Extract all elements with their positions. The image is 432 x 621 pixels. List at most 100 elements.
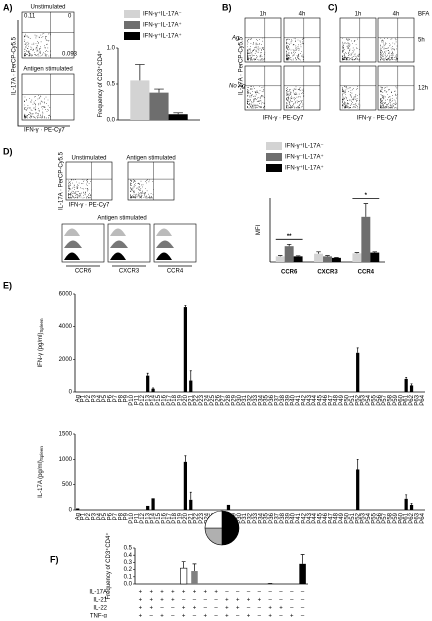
- label: 1h: [260, 12, 267, 18]
- bar: [183, 461, 187, 510]
- label: Ag: [231, 36, 240, 42]
- error-bar: [192, 563, 197, 572]
- label: 4000: [59, 324, 73, 330]
- label: –: [268, 590, 272, 596]
- label: P55: [371, 394, 377, 405]
- label: P11: [135, 394, 141, 405]
- label: P3: [91, 512, 97, 520]
- error-bar: [181, 561, 186, 569]
- label: P35: [264, 512, 270, 523]
- label: IL-22: [93, 606, 107, 612]
- label: CCR6: [75, 269, 92, 275]
- label: P7: [113, 394, 119, 402]
- label: 4h: [299, 12, 306, 18]
- label: P21: [188, 512, 194, 523]
- pie-slice: [204, 510, 223, 529]
- label: P34: [258, 512, 264, 523]
- label: +: [236, 606, 240, 612]
- label: +: [225, 598, 229, 604]
- label: –: [258, 606, 262, 612]
- label: +: [225, 606, 229, 612]
- label: F): [50, 554, 59, 564]
- label: P40: [291, 512, 297, 523]
- label: +: [171, 590, 175, 596]
- flow-plot: [127, 161, 175, 201]
- label: P19: [178, 512, 184, 523]
- label: P23: [199, 394, 205, 405]
- label: P49: [339, 512, 345, 523]
- label: –: [182, 598, 186, 604]
- label: P60: [398, 512, 404, 523]
- label: P38: [280, 394, 286, 405]
- label: +: [236, 598, 240, 604]
- histogram: [64, 240, 94, 248]
- flow-plot: [339, 17, 377, 63]
- label: IL-17A: [89, 590, 107, 596]
- label: +: [171, 598, 175, 604]
- label: –: [214, 598, 218, 604]
- label: IL-17A · PerCP-Cy5.5: [239, 36, 245, 95]
- label: –: [171, 606, 175, 612]
- label: +: [268, 614, 272, 620]
- label: –: [214, 614, 218, 620]
- label: C): [328, 2, 338, 12]
- label: P16: [161, 394, 167, 405]
- error-bar: [184, 305, 187, 308]
- bar: [146, 505, 150, 510]
- flow-dots: [247, 37, 266, 61]
- label: 5h: [418, 38, 425, 44]
- flow-dots: [130, 179, 154, 199]
- label: –: [171, 614, 175, 620]
- bar: [356, 352, 360, 392]
- label: P23: [199, 512, 205, 523]
- error-bar: [184, 455, 187, 462]
- error-bar: [173, 112, 183, 115]
- label: –: [290, 606, 294, 612]
- label: IFN-γ⁺IL-17A⁻: [143, 11, 182, 18]
- label: –: [279, 598, 283, 604]
- bar: [168, 114, 188, 120]
- label: IFN-γ · PE-Cy7: [24, 128, 65, 134]
- label: P33: [253, 394, 259, 405]
- label: P50: [345, 512, 351, 523]
- label: P24: [205, 512, 211, 523]
- label: P2: [86, 512, 92, 520]
- label: P36: [269, 512, 275, 523]
- flow-plot: [377, 65, 415, 111]
- label: P14: [151, 394, 157, 405]
- label: IFN-γ⁺IL-17A⁺: [143, 33, 182, 40]
- error-bar: [189, 370, 192, 381]
- label: P1: [81, 512, 87, 520]
- y-axis-label-main: IFN-γ (pg/ml): [38, 333, 44, 368]
- label: P62: [409, 512, 415, 523]
- label: P30: [237, 512, 243, 523]
- error-bar: [189, 491, 192, 500]
- bar: [146, 375, 150, 392]
- label: No Ag: [229, 84, 246, 90]
- label: P31: [242, 512, 248, 523]
- label: P47: [328, 394, 334, 405]
- label: P19: [178, 394, 184, 405]
- flow-plot: [283, 17, 321, 63]
- label: –: [193, 598, 197, 604]
- label: –: [290, 598, 294, 604]
- label: P56: [377, 394, 383, 405]
- y-axis-label: IFN-γ (pg/ml)Spleen: [38, 318, 45, 368]
- label: P61: [404, 512, 410, 523]
- label: A): [3, 2, 13, 12]
- histogram: [64, 252, 96, 260]
- label: P48: [334, 512, 340, 523]
- label: –: [193, 614, 197, 620]
- label: +: [247, 598, 251, 604]
- label: P17: [167, 512, 173, 523]
- bar: [323, 256, 332, 262]
- label: P32: [248, 394, 254, 405]
- bar: [409, 385, 414, 392]
- axis-arrow: [17, 20, 70, 127]
- flow-dots: [24, 95, 51, 119]
- label: P18: [172, 512, 178, 523]
- label: IL-21: [93, 598, 107, 604]
- label: P49: [339, 394, 345, 405]
- flow-dots: [342, 37, 360, 61]
- label: 0.0: [107, 118, 116, 124]
